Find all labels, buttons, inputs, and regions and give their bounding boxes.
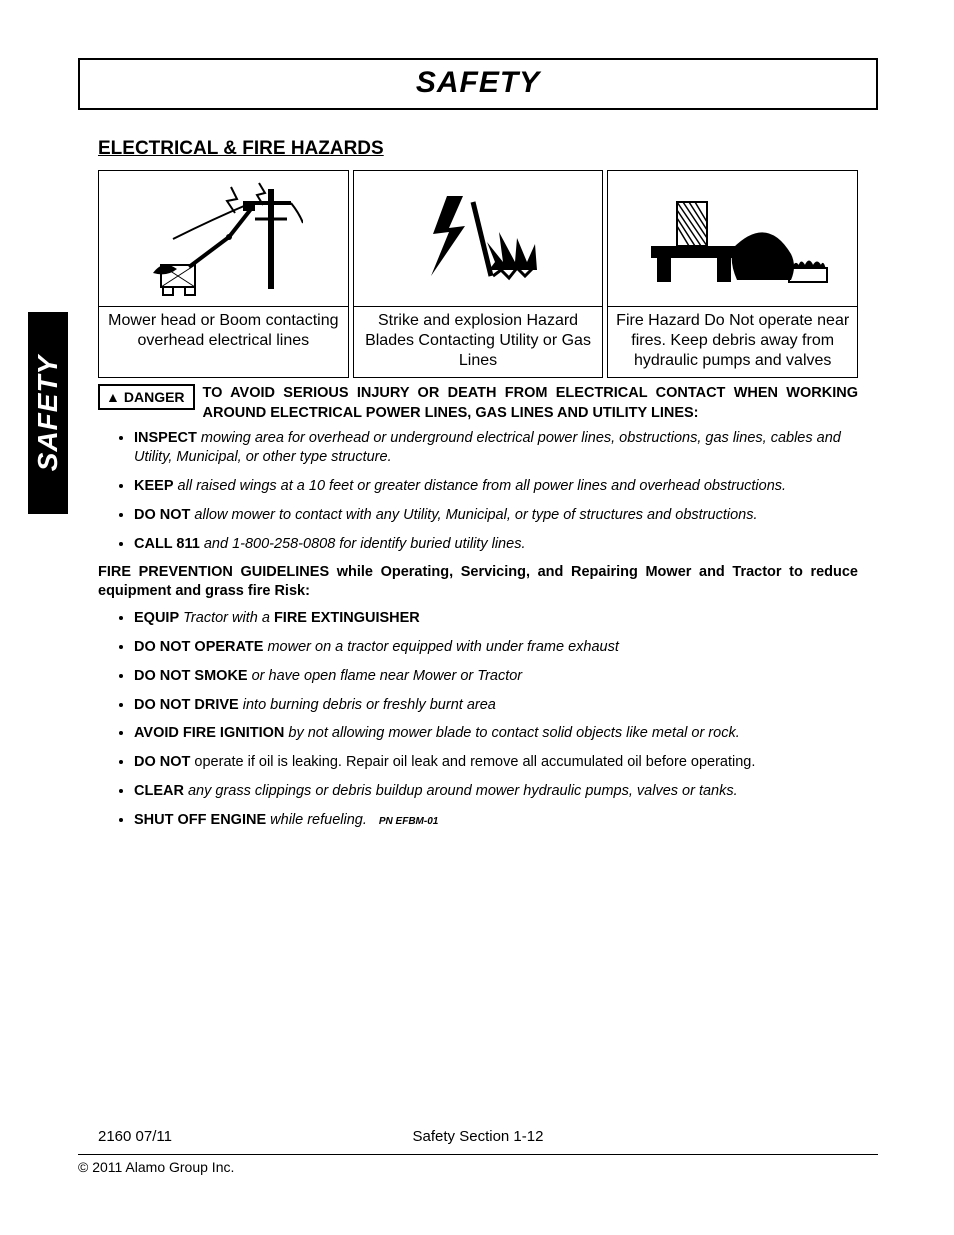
hazard-image-fire bbox=[608, 171, 857, 307]
bullet-lead: EQUIP bbox=[134, 610, 179, 626]
danger-text: TO AVOID SERIOUS INJURY OR DEATH FROM EL… bbox=[203, 384, 858, 423]
bullet-rest: and 1-800-258-0808 for identify buried u… bbox=[200, 536, 526, 552]
side-tab-label: SAFETY bbox=[32, 355, 64, 471]
list-item: SHUT OFF ENGINE while refueling. PN EFBM-… bbox=[134, 811, 858, 830]
fire-prevention-heading: FIRE PREVENTION GUIDELINES while Operati… bbox=[98, 563, 858, 601]
bullet-lead: DO NOT bbox=[134, 507, 190, 523]
bullet-lead: INSPECT bbox=[134, 430, 197, 446]
bullet-lead: CALL 811 bbox=[134, 536, 200, 552]
danger-badge: ▲ DANGER bbox=[98, 384, 195, 410]
side-tab: SAFETY bbox=[28, 312, 68, 514]
bullet-lead: DO NOT SMOKE bbox=[134, 668, 248, 684]
bullet-rest: all raised wings at a 10 feet or greater… bbox=[174, 478, 787, 494]
bullet-mid: Tractor with a bbox=[179, 610, 274, 626]
list-item: CALL 811 and 1-800-258-0808 for identify… bbox=[134, 535, 858, 554]
list-item: INSPECT mowing area for overhead or unde… bbox=[134, 429, 858, 467]
bullet-lead: DO NOT DRIVE bbox=[134, 697, 239, 713]
bullet-rest: mower on a tractor equipped with under f… bbox=[263, 639, 618, 655]
page-title: SAFETY bbox=[416, 66, 540, 99]
powerline-icon bbox=[143, 179, 303, 299]
fire-hazard-icon bbox=[633, 184, 833, 294]
bullet-lead: DO NOT bbox=[134, 754, 190, 770]
hazard-image-explosion bbox=[354, 171, 603, 307]
bullet-rest: by not allowing mower blade to contact s… bbox=[284, 725, 739, 741]
bullet-lead: CLEAR bbox=[134, 783, 184, 799]
bullet-tail: FIRE EXTINGUISHER bbox=[274, 610, 420, 626]
list-item: DO NOT DRIVE into burning debris or fres… bbox=[134, 696, 858, 715]
bullet-rest: while refueling. bbox=[266, 812, 367, 828]
part-number: PN EFBM-01 bbox=[379, 816, 438, 827]
list-item: DO NOT SMOKE or have open flame near Mow… bbox=[134, 667, 858, 686]
list-item: AVOID FIRE IGNITION by not allowing mowe… bbox=[134, 724, 858, 743]
hazard-row: Mower head or Boom contacting overhead e… bbox=[98, 170, 858, 378]
list-item: KEEP all raised wings at a 10 feet or gr… bbox=[134, 477, 858, 496]
page-frame: SAFETY ELECTRICAL & FIRE HAZARDS bbox=[78, 58, 878, 840]
bullet-lead: AVOID FIRE IGNITION bbox=[134, 725, 284, 741]
avoid-bullet-list: INSPECT mowing area for overhead or unde… bbox=[112, 429, 858, 553]
bullet-rest: or have open flame near Mower or Tractor bbox=[248, 668, 523, 684]
footer-center: Safety Section 1-12 bbox=[98, 1128, 858, 1145]
section-heading: ELECTRICAL & FIRE HAZARDS bbox=[98, 138, 878, 160]
bullet-lead: DO NOT OPERATE bbox=[134, 639, 263, 655]
list-item: DO NOT OPERATE mower on a tractor equipp… bbox=[134, 638, 858, 657]
hazard-cell-powerlines: Mower head or Boom contacting overhead e… bbox=[98, 170, 349, 378]
hazard-caption-powerlines: Mower head or Boom contacting overhead e… bbox=[99, 307, 348, 357]
bullet-rest: into burning debris or freshly burnt are… bbox=[239, 697, 496, 713]
hazard-caption-explosion: Strike and explosion Hazard Blades Conta… bbox=[354, 307, 603, 377]
hazard-cell-fire: Fire Hazard Do Not operate near fires. K… bbox=[607, 170, 858, 378]
bullet-rest: allow mower to contact with any Utility,… bbox=[190, 507, 757, 523]
list-item: CLEAR any grass clippings or debris buil… bbox=[134, 782, 858, 801]
list-item: DO NOT allow mower to contact with any U… bbox=[134, 506, 858, 525]
fire-bullet-list: EQUIP Tractor with a FIRE EXTINGUISHER D… bbox=[112, 609, 858, 830]
footer-row: Safety Section 1-12 2160 07/11 bbox=[98, 1128, 858, 1145]
danger-label: DANGER bbox=[124, 389, 185, 405]
bullet-rest: mowing area for overhead or underground … bbox=[134, 430, 841, 465]
hazard-image-powerlines bbox=[99, 171, 348, 307]
bullet-rest: any grass clippings or debris buildup ar… bbox=[184, 783, 738, 799]
list-item: DO NOT operate if oil is leaking. Repair… bbox=[134, 753, 858, 772]
danger-row: ▲ DANGER TO AVOID SERIOUS INJURY OR DEAT… bbox=[98, 384, 858, 423]
explosion-icon bbox=[403, 184, 553, 294]
bullet-lead: SHUT OFF ENGINE bbox=[134, 812, 266, 828]
copyright-line: © 2011 Alamo Group Inc. bbox=[78, 1154, 878, 1175]
hazard-cell-explosion: Strike and explosion Hazard Blades Conta… bbox=[353, 170, 604, 378]
bullet-rest: operate if oil is leaking. Repair oil le… bbox=[190, 754, 755, 770]
hazard-caption-fire: Fire Hazard Do Not operate near fires. K… bbox=[608, 307, 857, 377]
title-box: SAFETY bbox=[78, 58, 878, 110]
warning-triangle-icon: ▲ bbox=[106, 389, 120, 405]
list-item: EQUIP Tractor with a FIRE EXTINGUISHER bbox=[134, 609, 858, 628]
bullet-lead: KEEP bbox=[134, 478, 174, 494]
